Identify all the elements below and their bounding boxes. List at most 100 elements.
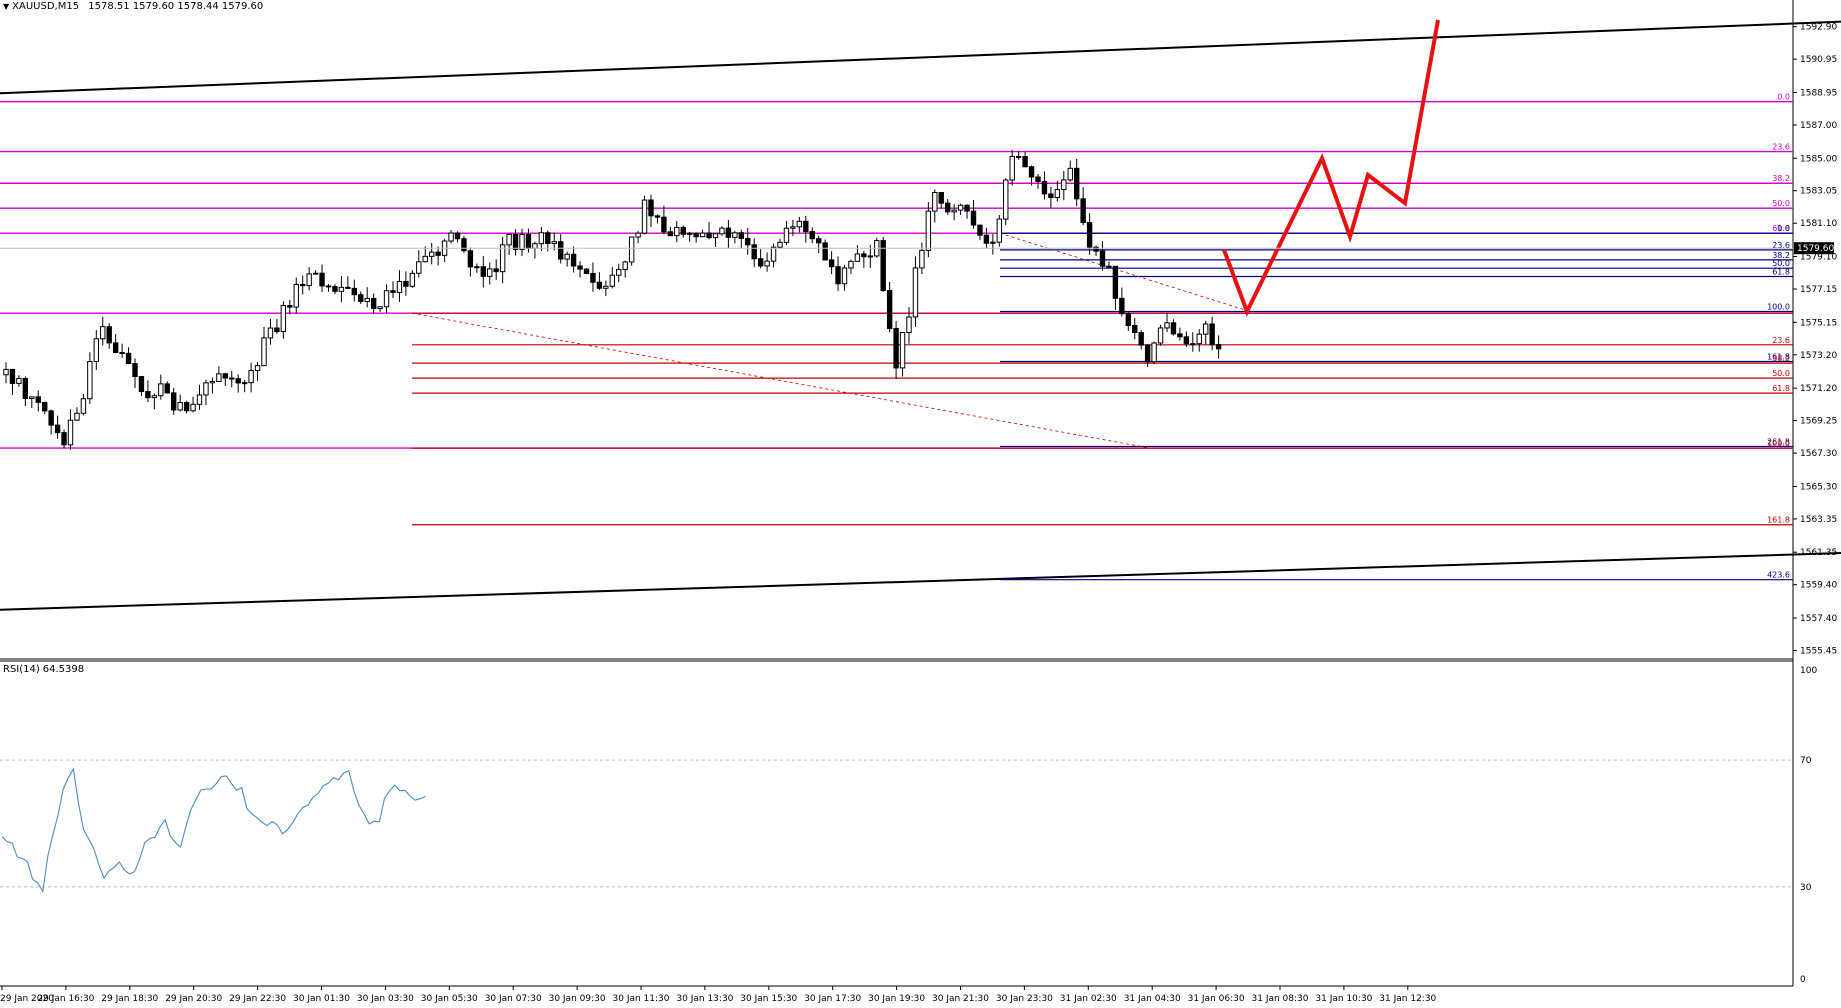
- candle-body: [67, 419, 74, 446]
- candle-body: [183, 401, 190, 412]
- candle-body: [467, 250, 474, 268]
- candle-body: [1028, 166, 1035, 178]
- symbol-label[interactable]: XAUUSD,M15: [12, 1, 80, 12]
- candle-body: [306, 273, 312, 287]
- candle-body: [919, 249, 925, 269]
- candle-body: [951, 209, 957, 213]
- candle-body: [880, 240, 886, 292]
- candle-body: [300, 283, 306, 287]
- candle-body: [364, 297, 370, 302]
- fib-level-label: 50.0: [1772, 199, 1790, 208]
- candle-body: [674, 226, 680, 237]
- high-value: 1579.60: [132, 1, 175, 12]
- price-tick-label: 1555.45: [1800, 647, 1837, 657]
- candle-body: [796, 220, 803, 228]
- candle-body: [267, 327, 274, 339]
- candle-body: [209, 380, 216, 384]
- candle-body: [609, 274, 615, 287]
- candle-body: [370, 297, 377, 310]
- candle-body: [745, 237, 751, 246]
- open-value: 1578.51: [88, 1, 130, 12]
- candle-body: [42, 401, 48, 412]
- candle-body: [261, 337, 267, 367]
- time-tick-label: 30 Jan 07:30: [485, 994, 542, 1004]
- candle-body: [1080, 198, 1086, 224]
- candle-body: [248, 370, 254, 384]
- candle-body: [667, 231, 674, 237]
- rsi-header: RSI(14) 64.5398: [3, 664, 84, 675]
- candle-body: [106, 326, 112, 344]
- candle-body: [383, 290, 390, 308]
- candle-body: [16, 377, 22, 384]
- candle-body: [196, 394, 203, 405]
- price-tick-label: 1585.00: [1800, 154, 1837, 164]
- rsi-tick-label: 70: [1800, 756, 1812, 766]
- candle-body: [654, 215, 661, 218]
- time-tick-label: 31 Jan 12:30: [1379, 994, 1436, 1004]
- time-tick-label: 31 Jan 02:30: [1060, 994, 1117, 1004]
- candle-body: [725, 227, 732, 238]
- candle-body: [1086, 222, 1093, 248]
- candle-body: [693, 232, 699, 238]
- price-tick-label: 1575.15: [1800, 318, 1837, 328]
- candle-body: [835, 266, 841, 285]
- fib-level-label: 38.2: [1772, 354, 1790, 363]
- candle-body: [1093, 246, 1099, 252]
- fib-level-label: 161.8: [1767, 352, 1790, 361]
- symbol-menu-icon[interactable]: ▼: [3, 2, 10, 11]
- candle-body: [499, 244, 506, 273]
- candle-body: [1061, 179, 1067, 191]
- candle-body: [345, 286, 351, 289]
- time-tick-label: 31 Jan 04:30: [1124, 994, 1181, 1004]
- candle-body: [332, 286, 338, 292]
- candle-body: [22, 377, 29, 399]
- candle-body: [628, 236, 635, 263]
- candle-body: [964, 204, 970, 212]
- candle-body: [190, 403, 196, 412]
- candle-body: [1177, 333, 1183, 338]
- candle-body: [648, 199, 654, 217]
- price-tick-label: 1571.20: [1800, 384, 1837, 394]
- time-tick-label: 31 Jan 06:30: [1188, 994, 1245, 1004]
- fib-level-label: 23.6: [1772, 241, 1790, 250]
- candle-body: [751, 244, 757, 260]
- fib-level-label: 261.8: [1767, 437, 1790, 446]
- candle-body: [719, 227, 725, 235]
- time-tick-label: 30 Jan 15:30: [740, 994, 797, 1004]
- rsi-value: 64.5398: [42, 664, 85, 675]
- price-tick-label: 1587.00: [1800, 121, 1837, 131]
- candle-body: [35, 396, 41, 403]
- candle-body: [925, 210, 932, 251]
- candle-body: [770, 246, 777, 262]
- time-tick-label: 30 Jan 21:30: [932, 994, 989, 1004]
- fib-level-label: 423.6: [1767, 571, 1790, 580]
- candle-body: [487, 268, 493, 277]
- time-tick-label: 30 Jan 01:30: [293, 994, 350, 1004]
- candle-body: [1157, 327, 1164, 344]
- candle-body: [893, 327, 899, 369]
- candle-body: [80, 398, 87, 414]
- candle-body: [93, 338, 99, 363]
- candle-body: [899, 332, 906, 369]
- candle-body: [596, 281, 603, 289]
- candle-body: [1054, 189, 1061, 199]
- forecast-path: [1222, 19, 1440, 317]
- candle-body: [1196, 333, 1202, 345]
- candle-body: [254, 365, 261, 372]
- fib-level-label: 0.0: [1777, 224, 1790, 233]
- fib-level-label: 100.0: [1767, 303, 1790, 312]
- candle-body: [551, 241, 557, 245]
- candle-body: [932, 192, 938, 212]
- candle-body: [680, 226, 686, 235]
- close-value: 1579.60: [221, 1, 264, 12]
- candle-body: [229, 377, 235, 380]
- candle-body: [790, 226, 796, 229]
- candle-body: [738, 232, 744, 239]
- rsi-tick-label: 0: [1800, 975, 1806, 985]
- time-tick-label: 29 Jan 20:30: [165, 994, 222, 1004]
- candle-body: [241, 382, 248, 385]
- candle-body: [325, 285, 332, 288]
- candle-body: [861, 253, 867, 258]
- time-tick-label: 30 Jan 03:30: [357, 994, 414, 1004]
